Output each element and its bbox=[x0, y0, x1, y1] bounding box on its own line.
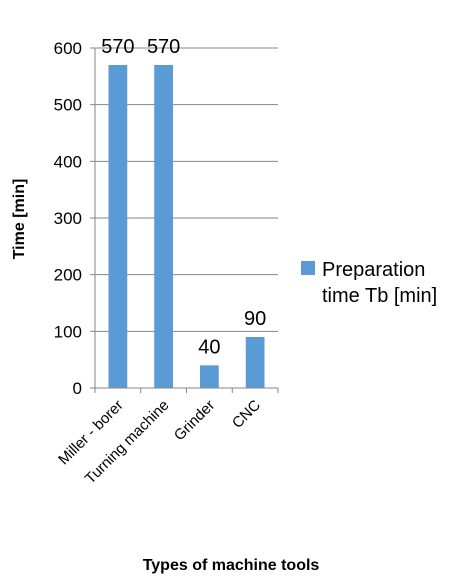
data-label: 40 bbox=[198, 336, 220, 358]
legend-label-line1: Preparation bbox=[322, 259, 425, 281]
y-tick-labels: 0 100 200 300 400 500 600 bbox=[54, 39, 82, 398]
axes bbox=[90, 47, 279, 393]
y-tick-label: 300 bbox=[54, 209, 82, 228]
y-tick-label: 500 bbox=[54, 96, 82, 115]
x-tick-label: Turning machine bbox=[82, 397, 173, 488]
y-tick-label: 0 bbox=[73, 379, 82, 398]
bars bbox=[108, 65, 265, 388]
y-axis-title: Time [min] bbox=[11, 179, 28, 260]
bar bbox=[245, 337, 265, 388]
bar bbox=[199, 365, 219, 388]
y-tick-label: 400 bbox=[54, 152, 82, 171]
data-label: 90 bbox=[244, 308, 266, 330]
x-tick-label: CNC bbox=[229, 397, 264, 432]
x-axis-title: Types of machine tools bbox=[143, 557, 320, 574]
y-tick-label: 200 bbox=[54, 266, 82, 285]
legend-swatch bbox=[301, 261, 315, 275]
legend: Preparation time Tb [min] bbox=[301, 259, 437, 307]
data-label: 570 bbox=[147, 36, 180, 58]
x-tick-label: Grinder bbox=[171, 397, 218, 444]
legend-label-line2: time Tb [min] bbox=[322, 285, 437, 307]
y-tick-label: 100 bbox=[54, 322, 82, 341]
y-tick-label: 600 bbox=[54, 39, 82, 58]
bar bbox=[108, 65, 128, 388]
data-labels: 570 570 40 90 bbox=[101, 36, 266, 358]
bar bbox=[154, 65, 174, 388]
data-label: 570 bbox=[101, 36, 134, 58]
